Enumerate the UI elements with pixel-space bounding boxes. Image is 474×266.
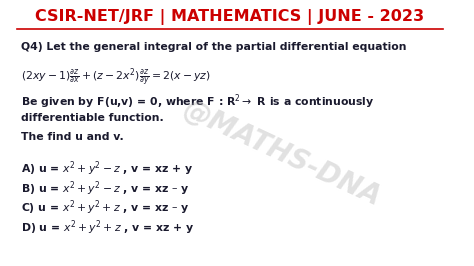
Text: Q4) Let the general integral of the partial differential equation: Q4) Let the general integral of the part… — [21, 42, 407, 52]
Text: B) u = $x^2 + y^2 - z$ , v = xz – y: B) u = $x^2 + y^2 - z$ , v = xz – y — [21, 179, 190, 198]
Text: The find u and v.: The find u and v. — [21, 132, 124, 142]
Text: C) u = $x^2 + y^2 + z$ , v = xz – y: C) u = $x^2 + y^2 + z$ , v = xz – y — [21, 199, 190, 217]
Text: @MATHS-DNA: @MATHS-DNA — [178, 96, 385, 212]
Text: differentiable function.: differentiable function. — [21, 113, 164, 123]
Text: A) u = $x^2 + y^2 - z$ , v = xz + y: A) u = $x^2 + y^2 - z$ , v = xz + y — [21, 159, 193, 178]
Text: Be given by F(u,v) = 0, where F : $\mathbf{R}^2 \rightarrow$ R is a continuously: Be given by F(u,v) = 0, where F : $\math… — [21, 92, 374, 111]
Text: $(2xy - 1)\frac{\partial z}{\partial x} + (z - 2x^2)\frac{\partial z}{\partial y: $(2xy - 1)\frac{\partial z}{\partial x} … — [21, 66, 211, 89]
Text: D) u = $x^2 + y^2 + z$ , v = xz + y: D) u = $x^2 + y^2 + z$ , v = xz + y — [21, 219, 194, 237]
Text: CSIR-NET/JRF | MATHEMATICS | JUNE - 2023: CSIR-NET/JRF | MATHEMATICS | JUNE - 2023 — [35, 9, 424, 25]
